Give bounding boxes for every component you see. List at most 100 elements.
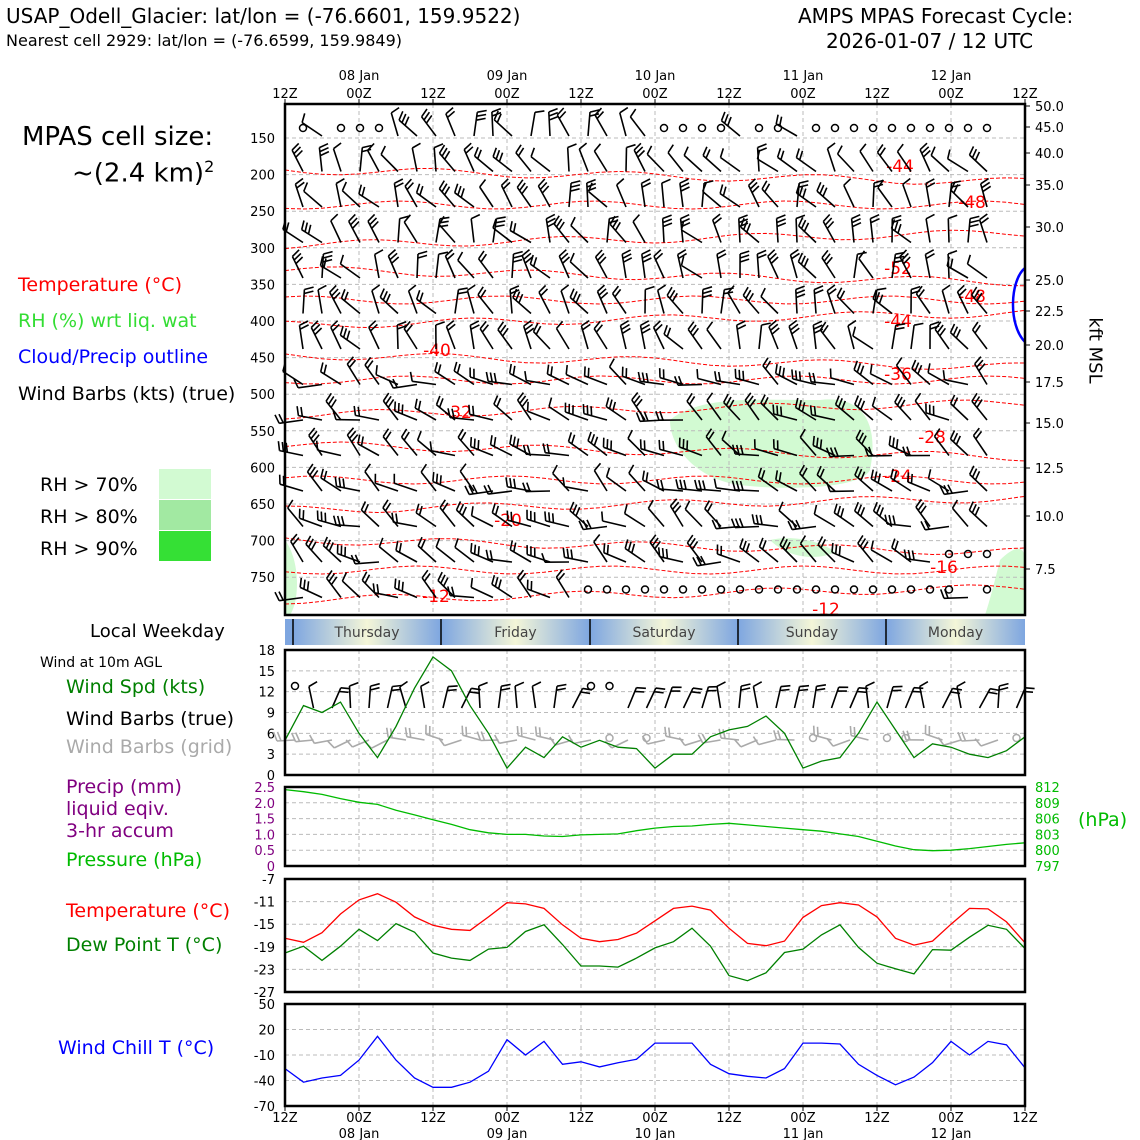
wind-barb-calm: [298, 123, 308, 133]
pressure-tick-label: 809: [1035, 797, 1060, 812]
wind-barb: [779, 536, 798, 563]
temperature-contour: [284, 266, 1026, 287]
pressure-tick-label: 806: [1035, 813, 1060, 828]
wind-barb: [872, 287, 887, 314]
wind-barb-grid: [516, 726, 536, 741]
wind-barb: [506, 510, 532, 528]
temperature-contour-label: -44: [884, 312, 912, 332]
wind-barb: [479, 179, 494, 208]
wind-barb-calm: [792, 585, 802, 594]
wind-barb: [367, 213, 380, 243]
wind-barb: [403, 214, 418, 243]
time-tick-label-top: 12Z: [420, 87, 446, 102]
wind-barb: [444, 249, 456, 279]
wind-barb: [619, 106, 629, 137]
wind-barb: [834, 395, 855, 421]
wind-barb: [739, 538, 760, 563]
date-label-top: 08 Jan: [339, 69, 380, 84]
wind-barb: [978, 213, 989, 243]
wind-barb-grid: [974, 738, 999, 747]
wind-barb: [924, 249, 935, 279]
time-tick-label-bottom: 12Z: [420, 1111, 446, 1126]
time-tick-label-bottom: 00Z: [790, 1111, 816, 1126]
wind-barb: [544, 511, 570, 528]
wind-barb-calm: [754, 123, 764, 133]
wind-barb: [320, 468, 342, 492]
wind-barb: [515, 144, 532, 173]
wind-barb: [738, 214, 749, 243]
wind-barb: [593, 462, 608, 492]
temperature-contour-label: -44: [886, 157, 914, 177]
wind-barb-calm: [963, 549, 973, 559]
wind-barb: [291, 142, 304, 172]
height-tick-label: 10.0: [1035, 510, 1064, 525]
wind-barb: [364, 463, 380, 492]
wind-barb: [435, 251, 449, 279]
wind-barb: [548, 107, 559, 137]
wind-barb: [635, 411, 665, 423]
wind-barb: [415, 289, 437, 315]
date-label-bottom: 08 Jan: [339, 1127, 380, 1140]
time-tick-label-top: 00Z: [494, 87, 520, 102]
wind-barb: [639, 439, 665, 457]
wind-barb: [687, 321, 703, 350]
wind-barb: [432, 472, 456, 492]
time-tick-label-bottom: 00Z: [494, 1111, 520, 1126]
wind-barb: [526, 509, 551, 528]
wind-barb-calm: [868, 123, 878, 133]
wind-barb: [857, 534, 874, 563]
wind-barb: [701, 286, 713, 314]
height-tick-label: 22.5: [1035, 305, 1064, 320]
wind-barb: [514, 681, 525, 709]
wind-10m-label: Wind at 10m AGL: [40, 655, 163, 671]
wind-barb-calm: [678, 585, 688, 594]
cell-size-exponent: 2: [204, 157, 215, 176]
forecast-cycle-date: 2026-01-07 / 12 UTC: [826, 29, 1034, 53]
wind-barb: [865, 681, 875, 709]
weekday-label: Saturday: [632, 625, 695, 641]
wind-barb: [569, 288, 589, 315]
wind-barb: [298, 508, 323, 528]
pressure-tick-label: 550: [250, 425, 275, 440]
wind-barb-calm: [659, 585, 669, 594]
pressure-tick-label: 600: [250, 461, 275, 476]
wind-barb: [505, 477, 532, 492]
temp-tick-label: -7: [262, 873, 275, 888]
wind-barb: [680, 220, 703, 244]
time-tick-label-bottom: 00Z: [642, 1111, 668, 1126]
wind-barb: [411, 142, 421, 172]
wind-barb-calm: [849, 585, 859, 594]
wind-barb: [611, 285, 627, 314]
wind-barb: [817, 536, 836, 563]
station-title: USAP_Odell_Glacier: lat/lon = (-76.6601,…: [6, 4, 521, 28]
local-weekday-label: Local Weekday: [90, 621, 225, 642]
wind-barb: [531, 681, 542, 709]
wind-barb-grid: [924, 724, 943, 741]
time-tick-label-top: 12Z: [864, 87, 890, 102]
wind-frame: [283, 648, 1027, 777]
wind-barb: [274, 591, 304, 602]
wind-barb-calm: [963, 123, 973, 133]
wind-barb: [306, 463, 323, 492]
wind-barb: [655, 410, 684, 421]
precip-tick-label: 0.5: [254, 844, 275, 859]
wind-barb: [641, 249, 652, 279]
wind-barb: [739, 217, 760, 244]
wind-barb: [551, 464, 570, 492]
wind-barb: [978, 687, 1000, 709]
wind-barb: [445, 319, 456, 350]
wind-barb: [682, 687, 703, 709]
nearest-cell-label: Nearest cell 2929: lat/lon = (-76.6599, …: [6, 31, 402, 50]
wind-barb: [775, 470, 798, 492]
time-tick-label-bottom: 12Z: [716, 1111, 742, 1126]
wind-barb: [332, 410, 361, 421]
time-tick-label-top: 00Z: [642, 87, 668, 102]
wind-barb: [404, 178, 418, 208]
wind-barb: [829, 368, 855, 386]
height-tick-label: 25.0: [1035, 274, 1064, 289]
wind-barb: [397, 215, 410, 243]
weekday-label: Thursday: [333, 625, 399, 641]
wind-barb: [950, 181, 969, 208]
wind-barb: [319, 362, 342, 386]
legend-wind-speed: Wind Spd (kts): [66, 676, 206, 698]
